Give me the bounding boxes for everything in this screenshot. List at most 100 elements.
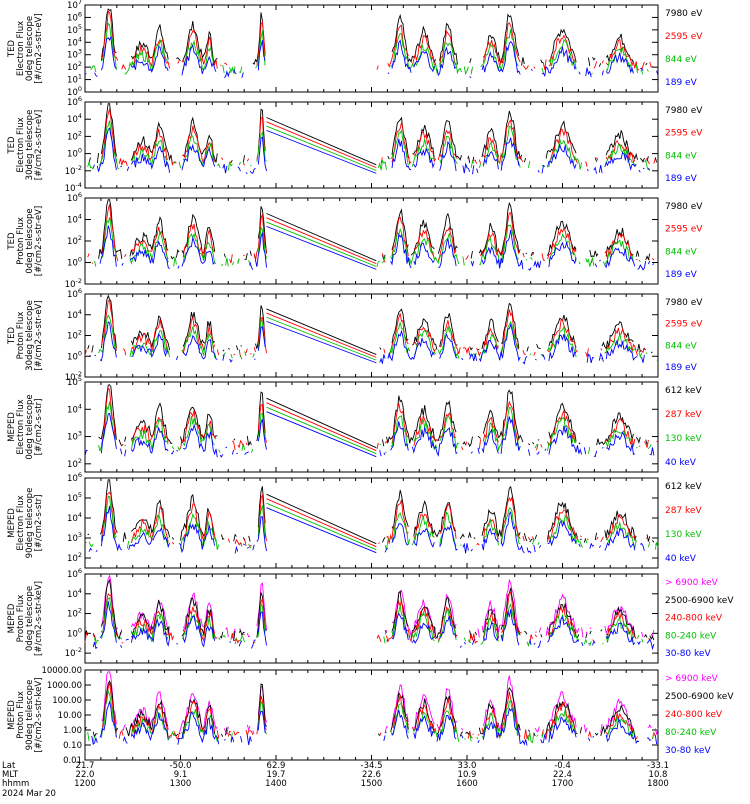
- y-tick-label: 103: [67, 48, 82, 61]
- y-axis-label: 0deg telescope: [25, 586, 35, 651]
- x-tick-label: 21.7: [76, 761, 95, 771]
- y-tick-label: 0.10: [63, 741, 82, 751]
- y-axis-label: Electron Flux: [16, 117, 26, 172]
- gap-interpolation-line: [266, 129, 377, 174]
- legend-entry: 80-240 keV: [665, 728, 717, 738]
- panel-frame: [84, 293, 659, 378]
- y-tick-label: 102: [67, 234, 82, 247]
- series-trace-2: [84, 491, 657, 547]
- y-tick-label: 104: [67, 35, 82, 48]
- legend-entry: 2595 eV: [665, 32, 703, 42]
- series-trace-1: [98, 199, 651, 262]
- legend-entry: 30-80 keV: [665, 649, 711, 659]
- y-tick-label: 0.01: [63, 756, 82, 766]
- y-tick-label: 104: [67, 308, 82, 321]
- y-tick-label: 102: [67, 129, 82, 142]
- y-tick-label: 104: [67, 112, 82, 125]
- y-axis-label: MEPED: [7, 700, 17, 730]
- gap-interpolation-line: [266, 316, 377, 361]
- y-axis-label: MEPED: [7, 508, 17, 538]
- x-tick-label: 1800: [647, 779, 669, 789]
- y-tick-label: 10-2: [65, 646, 82, 659]
- y-tick-label: 10-2: [65, 164, 82, 177]
- series-trace-4: [85, 414, 658, 458]
- gap-interpolation-line: [266, 493, 377, 545]
- gap-interpolation-line: [266, 213, 377, 262]
- y-tick-label: 100: [67, 349, 82, 362]
- legend-entry: 189 eV: [665, 78, 698, 88]
- y-axis-label: 30deg telescope: [25, 300, 35, 371]
- gap-interpolation-line: [266, 225, 377, 270]
- gap-interpolation-line: [266, 308, 377, 356]
- panel-frame: [84, 4, 659, 93]
- legend-entry: 7980 eV: [665, 106, 703, 116]
- y-axis-label: Electron Flux: [16, 21, 26, 76]
- legend-entry: 189 eV: [665, 270, 698, 280]
- gap-interpolation-line: [266, 406, 377, 455]
- x-tick-label: 10.8: [649, 770, 668, 780]
- panel-frame: [84, 477, 659, 569]
- y-axis-label: [#/cm2-s-str-eV]: [34, 300, 44, 370]
- legend-entry: 80-240 keV: [665, 631, 717, 641]
- legend-entry: 2595 eV: [665, 320, 703, 330]
- legend-entry: 189 eV: [665, 174, 698, 184]
- legend-entry: 189 eV: [665, 363, 698, 373]
- y-tick-label: 104: [67, 587, 82, 600]
- panel-8: 0.01 0.10 1.00 10.00 100.00 1000.00 10000.00 ME…: [7, 666, 734, 766]
- legend-entry: > 6900 keV: [665, 578, 719, 588]
- y-axis-label: MEPED: [7, 603, 17, 633]
- y-tick-label: 106: [67, 567, 82, 580]
- y-tick-label: 102: [67, 60, 82, 73]
- legend-entry: 40 keV: [665, 554, 697, 564]
- x-row-label: 2024 Mar 20: [2, 789, 56, 799]
- y-tick-label: 106: [67, 10, 82, 23]
- x-row-label: MLT: [2, 770, 19, 780]
- y-axis-label: TED: [7, 136, 17, 155]
- y-axis-label: [#/cm2-s-str]: [34, 399, 44, 456]
- x-tick-label: 10.9: [458, 770, 477, 780]
- y-tick-label: 105: [67, 23, 82, 36]
- legend-entry: > 6900 keV: [665, 674, 719, 684]
- gap-interpolation-line: [266, 117, 377, 166]
- x-tick-label: 22.6: [362, 770, 381, 780]
- x-tick-label: 22.0: [76, 770, 95, 780]
- legend-entry: 240-800 keV: [665, 614, 723, 624]
- y-tick-label: 10.00: [58, 711, 82, 721]
- y-tick-label: 1000.00: [47, 681, 82, 691]
- gap-interpolation-line: [266, 397, 377, 449]
- y-axis-label: TED: [7, 232, 17, 251]
- gap-interpolation-line: [266, 411, 377, 458]
- y-axis-label: Electron Flux: [16, 399, 26, 454]
- y-axis-label: 90deg telescope: [25, 680, 35, 751]
- y-tick-label: 103: [67, 430, 82, 443]
- x-tick-label: 33.0: [458, 761, 477, 771]
- legend-entry: 7980 eV: [665, 202, 703, 212]
- legend-entry: 130 keV: [665, 530, 702, 540]
- gap-interpolation-line: [266, 125, 377, 171]
- legend-entry: 287 keV: [665, 506, 702, 516]
- y-tick-label: 104: [67, 511, 82, 524]
- legend-entry: 240-800 keV: [665, 710, 723, 720]
- x-tick-label: 62.9: [267, 761, 286, 771]
- y-axis-label: Proton Flux: [16, 217, 26, 265]
- y-tick-label: 103: [67, 531, 82, 544]
- gap-interpolation-line: [266, 402, 377, 452]
- gap-interpolation-line: [266, 502, 377, 551]
- y-axis-label: [#/cm2-s-str-eV]: [34, 110, 44, 180]
- legend-entry: 844 eV: [665, 151, 698, 161]
- y-tick-label: 105: [67, 491, 82, 504]
- legend-entry: 30-80 keV: [665, 746, 711, 756]
- gap-interpolation-line: [266, 221, 377, 267]
- y-axis-label: TED: [7, 326, 17, 345]
- x-tick-label: -0.4: [554, 761, 571, 771]
- y-tick-label: 101: [67, 73, 82, 86]
- y-tick-label: 104: [67, 402, 82, 415]
- gap-interpolation-line: [266, 312, 377, 358]
- x-tick-label: 1200: [74, 779, 96, 789]
